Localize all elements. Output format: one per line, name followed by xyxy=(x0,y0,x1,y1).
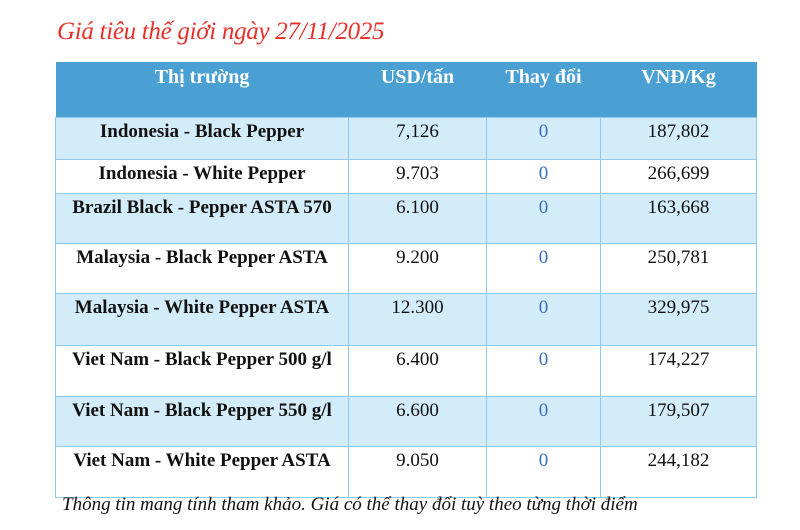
table-row: Indonesia - Black Pepper 7,126 0 187,802 xyxy=(55,117,757,160)
pepper-price-table: Thị trường USD/tấn Thay đổi VNĐ/Kg Indon… xyxy=(55,62,757,498)
market-cell: Indonesia - White Pepper xyxy=(55,159,349,194)
header-change: Thay đổi xyxy=(486,62,601,118)
usd-cell: 6.100 xyxy=(348,193,487,244)
table-row: Malaysia - White Pepper ASTA 12.300 0 329,9… xyxy=(55,293,757,346)
page-title: Giá tiêu thế giới ngày 27/11/2025 xyxy=(57,18,385,45)
table-row: Brazil Black - Pepper ASTA 570 6.100 0 163,… xyxy=(55,193,757,244)
change-cell: 0 xyxy=(486,243,601,294)
table-row: Viet Nam - Black Pepper 550 g/l 6.600 0 179… xyxy=(55,396,757,447)
change-cell: 0 xyxy=(486,193,601,244)
market-cell: Brazil Black - Pepper ASTA 570 xyxy=(55,193,349,244)
market-cell: Viet Nam - Black Pepper 500 g/l xyxy=(55,345,349,397)
change-cell: 0 xyxy=(486,345,601,397)
header-market: Thị trường xyxy=(55,62,349,118)
disclaimer-note: Thông tin mang tính tham khảo. Giá có th… xyxy=(62,494,638,515)
usd-cell: 9.703 xyxy=(348,159,487,194)
vnd-cell: 250,781 xyxy=(600,243,757,294)
usd-cell: 7,126 xyxy=(348,117,487,160)
market-cell: Malaysia - Black Pepper ASTA xyxy=(55,243,349,294)
table-row: Viet Nam - White Pepper ASTA 9.050 0 244,18… xyxy=(55,446,757,498)
change-cell: 0 xyxy=(486,446,601,498)
table-header-row: Thị trường USD/tấn Thay đổi VNĐ/Kg xyxy=(55,62,757,118)
header-vnd: VNĐ/Kg xyxy=(600,62,757,118)
market-cell: Viet Nam - Black Pepper 550 g/l xyxy=(55,396,349,447)
change-cell: 0 xyxy=(486,396,601,447)
vnd-cell: 174,227 xyxy=(600,345,757,397)
vnd-cell: 187,802 xyxy=(600,117,757,160)
table-row: Malaysia - Black Pepper ASTA 9.200 0 250,78… xyxy=(55,243,757,294)
market-cell: Viet Nam - White Pepper ASTA xyxy=(55,446,349,498)
usd-cell: 9.200 xyxy=(348,243,487,294)
usd-cell: 12.300 xyxy=(348,293,487,346)
usd-cell: 6.600 xyxy=(348,396,487,447)
header-usd: USD/tấn xyxy=(348,62,487,118)
vnd-cell: 244,182 xyxy=(600,446,757,498)
vnd-cell: 266,699 xyxy=(600,159,757,194)
table-row: Viet Nam - Black Pepper 500 g/l 6.400 0 174… xyxy=(55,345,757,397)
table-row: Indonesia - White Pepper 9.703 0 266,699 xyxy=(55,159,757,194)
change-cell: 0 xyxy=(486,117,601,160)
usd-cell: 9.050 xyxy=(348,446,487,498)
vnd-cell: 329,975 xyxy=(600,293,757,346)
market-cell: Malaysia - White Pepper ASTA xyxy=(55,293,349,346)
vnd-cell: 163,668 xyxy=(600,193,757,244)
change-cell: 0 xyxy=(486,293,601,346)
market-cell: Indonesia - Black Pepper xyxy=(55,117,349,160)
vnd-cell: 179,507 xyxy=(600,396,757,447)
change-cell: 0 xyxy=(486,159,601,194)
usd-cell: 6.400 xyxy=(348,345,487,397)
